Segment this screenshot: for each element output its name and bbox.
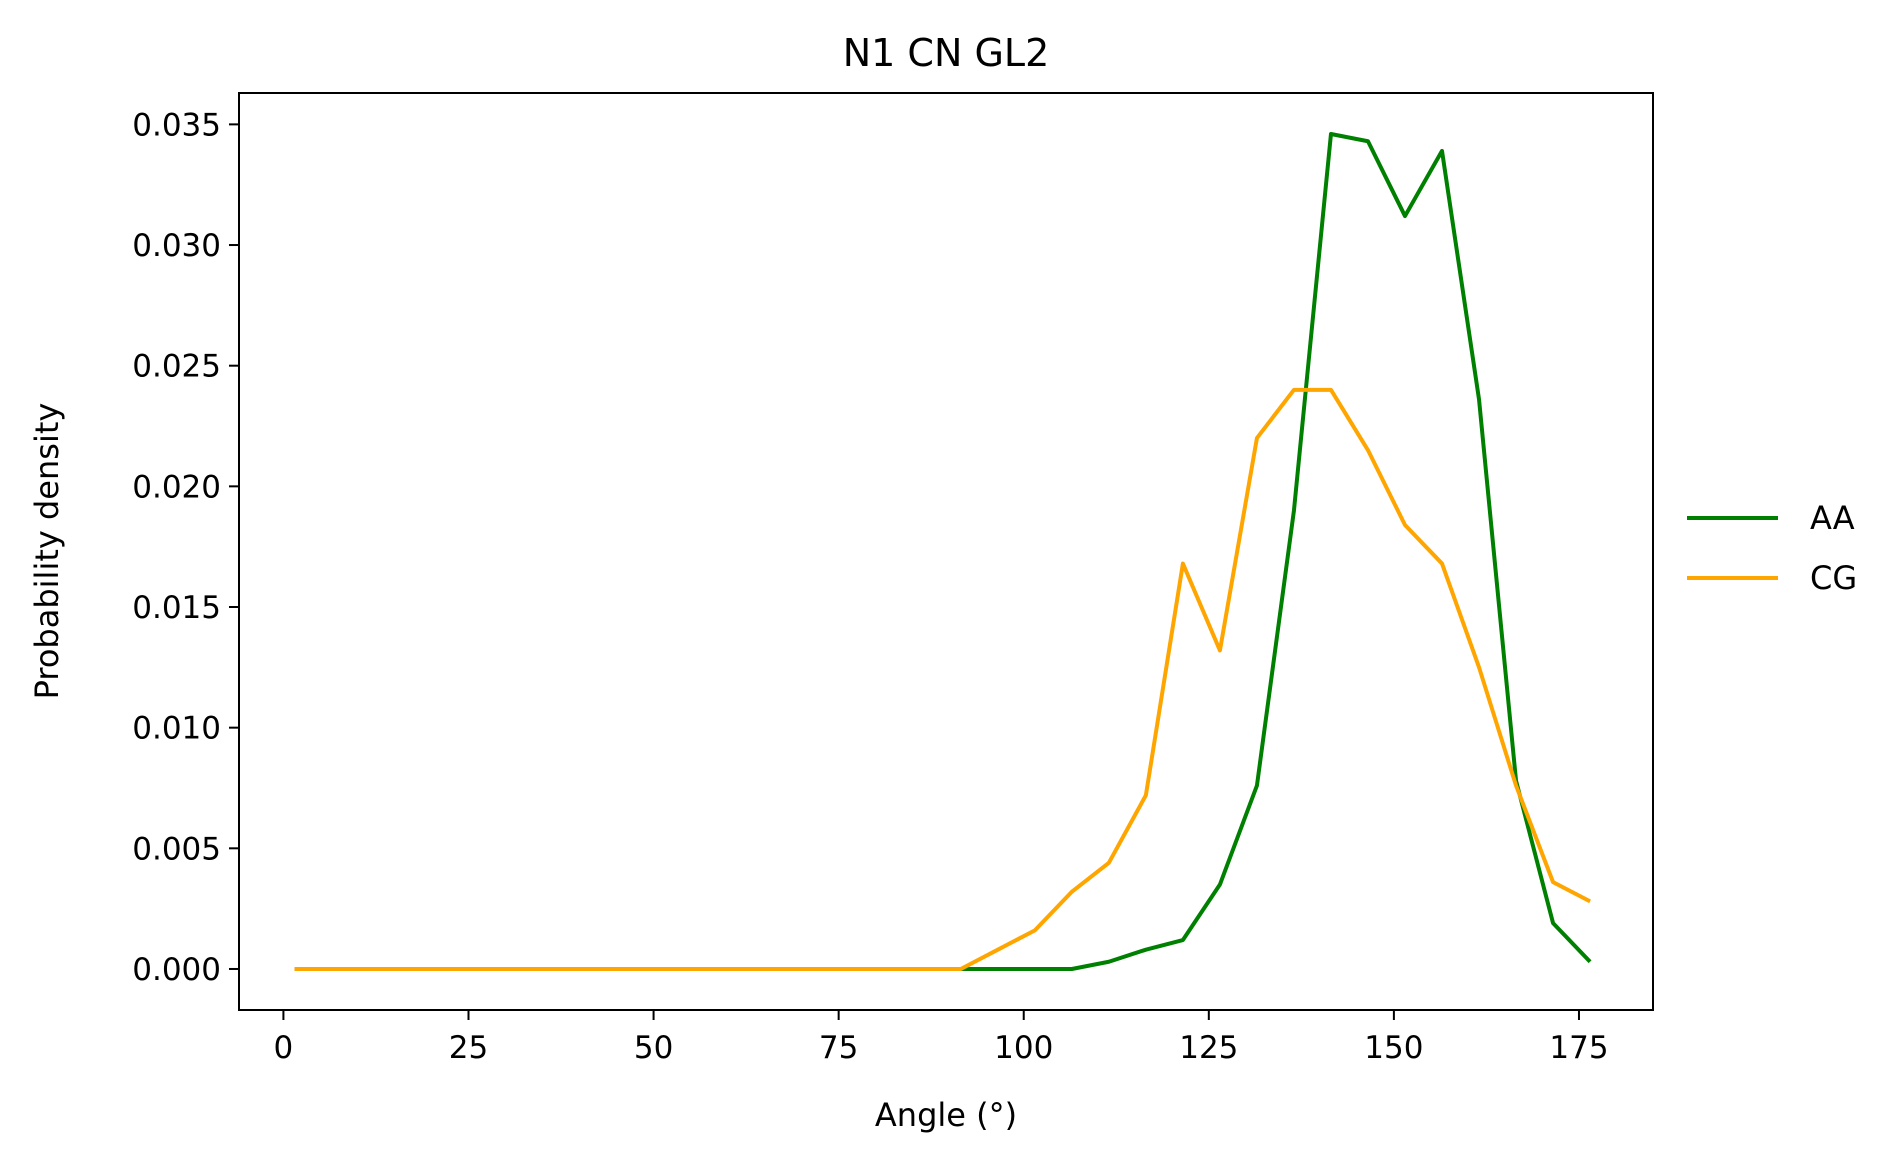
y-tick-label: 0.030 [132, 228, 221, 264]
y-tick-label: 0.000 [132, 952, 221, 988]
y-tick-label: 0.025 [132, 349, 221, 385]
x-axis: 0 25 50 75 100 125 150 175 [274, 1010, 1609, 1066]
chart-title: N1 CN GL2 [843, 31, 1050, 75]
x-tick-label: 50 [634, 1030, 673, 1066]
x-tick-label: 175 [1549, 1030, 1608, 1066]
legend-label-aa: AA [1810, 499, 1855, 537]
legend-label-cg: CG [1810, 559, 1857, 597]
series-line-cg [294, 387, 1591, 971]
series-layer [294, 132, 1592, 971]
x-tick-label: 150 [1364, 1030, 1423, 1066]
x-tick-label: 0 [274, 1030, 294, 1066]
x-tick-label: 25 [449, 1030, 488, 1066]
x-tick-label: 100 [994, 1030, 1053, 1066]
y-tick-label: 0.005 [132, 831, 221, 867]
series-line-aa [294, 132, 1592, 971]
y-axis: 0.000 0.005 0.010 0.015 0.020 0.025 0.030 0.035 [132, 107, 239, 988]
x-tick-label: 125 [1179, 1030, 1238, 1066]
y-tick-label: 0.020 [132, 469, 221, 505]
y-tick-label: 0.010 [132, 711, 221, 747]
plot-frame [238, 92, 1654, 1011]
x-axis-label: Angle (°) [875, 1096, 1017, 1134]
legend: AA CG [1687, 499, 1857, 597]
y-axis-label: Probability density [28, 403, 66, 700]
y-tick-label: 0.015 [132, 590, 221, 626]
y-tick-label: 0.035 [132, 107, 221, 143]
x-tick-label: 75 [819, 1030, 858, 1066]
